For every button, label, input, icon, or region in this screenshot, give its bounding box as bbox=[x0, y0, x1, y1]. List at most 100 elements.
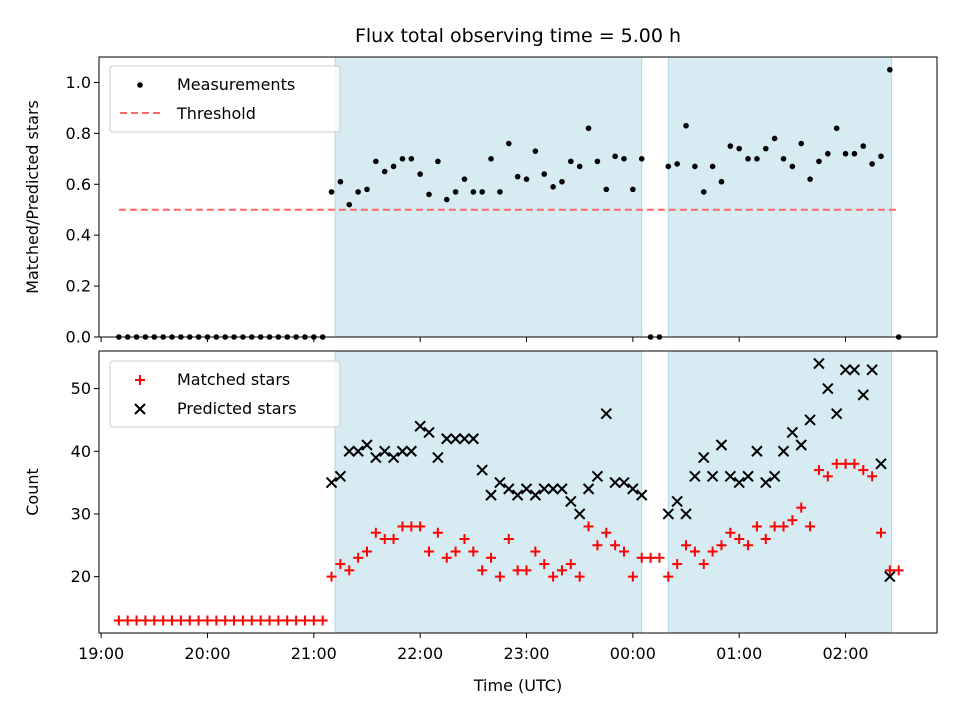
measurement-point bbox=[505, 140, 512, 147]
predicted-stars-point bbox=[387, 451, 400, 464]
measurement-point bbox=[514, 173, 521, 180]
matched-stars-point bbox=[530, 546, 541, 557]
predicted-stars-point bbox=[423, 426, 435, 439]
measurement-point bbox=[842, 150, 849, 157]
legend-box bbox=[109, 65, 341, 133]
matched-stars-point bbox=[158, 615, 169, 626]
matched-stars-point bbox=[867, 471, 878, 482]
matched-stars-point bbox=[299, 615, 310, 626]
predicted-stars-legend-label: Predicted stars bbox=[177, 399, 297, 418]
measurement-point bbox=[373, 158, 379, 165]
predicted-stars-point bbox=[875, 458, 887, 470]
predicted-stars-point bbox=[467, 433, 480, 445]
measurement-point bbox=[878, 153, 884, 160]
legend-box bbox=[109, 360, 341, 428]
measurement-point bbox=[426, 191, 432, 198]
predicted-stars-point bbox=[476, 464, 488, 476]
matched-stars-point bbox=[512, 565, 523, 576]
matched-stars-point bbox=[548, 571, 559, 582]
matched-stars-point bbox=[167, 615, 178, 626]
matched-stars-point bbox=[459, 534, 470, 544]
measurement-point bbox=[532, 148, 539, 154]
predicted-stars-point bbox=[848, 364, 861, 376]
measurement-point bbox=[585, 125, 592, 132]
matched-stars-point bbox=[229, 615, 240, 626]
predicted-stars-point bbox=[742, 470, 754, 483]
predicted-stars-point bbox=[538, 483, 550, 495]
matched-stars-point bbox=[787, 515, 798, 526]
measurement-point bbox=[452, 189, 459, 195]
measurement-point bbox=[328, 189, 335, 195]
ratio-marks bbox=[116, 66, 902, 340]
matched-stars-point bbox=[237, 615, 248, 626]
matched-stars-point bbox=[539, 559, 550, 570]
predicted-stars-point bbox=[618, 476, 630, 489]
measurement-point bbox=[355, 189, 361, 195]
measurement-point bbox=[443, 196, 450, 203]
measurement-point bbox=[754, 156, 760, 162]
predicted-stars-point bbox=[777, 445, 790, 457]
matched-stars-point bbox=[751, 521, 762, 532]
predicted-stars-point bbox=[414, 420, 426, 432]
y-tick-label: 1.0 bbox=[66, 73, 91, 92]
matched-stars-point bbox=[140, 615, 151, 626]
matched-stars-point bbox=[477, 565, 488, 576]
measurement-point bbox=[568, 158, 574, 165]
x-tick-label: 00:00 bbox=[610, 644, 656, 663]
matched-stars-point bbox=[335, 559, 346, 570]
matched-stars-point bbox=[308, 615, 319, 626]
predicted-stars-point bbox=[520, 483, 533, 495]
matched-stars-point bbox=[583, 521, 594, 532]
measurement-point bbox=[541, 171, 548, 177]
matched-stars-point bbox=[175, 615, 186, 626]
matched-stars-point bbox=[193, 615, 204, 626]
matched-stars-point bbox=[202, 615, 213, 626]
matched-stars-point bbox=[884, 565, 895, 576]
matched-stars-point bbox=[521, 565, 532, 576]
predicted-stars-point bbox=[751, 445, 763, 457]
predicted-stars-point bbox=[636, 489, 648, 501]
matched-stars-point bbox=[778, 521, 789, 532]
measurement-point bbox=[576, 163, 583, 170]
measurements-legend-label: Measurements bbox=[177, 75, 295, 94]
predicted-stars-point bbox=[795, 439, 807, 451]
ratio-panel: 0.0 0.2 0.4 0.6 0.8 1.0 Matched/Predicted sta… bbox=[23, 56, 938, 347]
matched-stars-point bbox=[672, 559, 683, 570]
matched-stars-legend-marker bbox=[135, 375, 145, 385]
y-tick-label: 0.6 bbox=[66, 175, 91, 194]
predicted-stars-point bbox=[698, 451, 710, 464]
measurement-point bbox=[479, 189, 485, 195]
predicted-stars-point bbox=[565, 495, 577, 508]
measurement-point bbox=[860, 143, 867, 149]
predicted-stars-point bbox=[768, 470, 781, 483]
predicted-stars-point bbox=[361, 439, 373, 451]
matched-stars-point bbox=[760, 534, 771, 544]
x-axis-ticks: 19:00 20:00 21:00 22:00 23:00 00:00 01:00 02:00 bbox=[78, 633, 869, 663]
predicted-stars-point bbox=[441, 433, 453, 445]
y-axis-label: Count bbox=[23, 468, 42, 516]
x-tick-label: 02:00 bbox=[822, 644, 868, 663]
predicted-stars-point bbox=[830, 407, 843, 420]
matched-stars-point bbox=[379, 534, 390, 544]
matched-stars-point bbox=[831, 458, 842, 469]
predicted-stars-point bbox=[839, 364, 852, 376]
measurement-point bbox=[638, 156, 645, 162]
matched-stars-point bbox=[716, 540, 727, 551]
measurement-point bbox=[869, 161, 875, 167]
matched-stars-point bbox=[246, 615, 257, 626]
matched-stars-point bbox=[441, 552, 452, 563]
measurement-point bbox=[727, 143, 734, 149]
matched-stars-legend-label: Matched stars bbox=[177, 370, 290, 389]
predicted-stars-point bbox=[379, 445, 391, 457]
y-tick-label: 50 bbox=[71, 379, 91, 398]
measurement-point bbox=[523, 176, 530, 182]
measurement-point bbox=[550, 184, 556, 190]
predicted-stars-point bbox=[627, 483, 639, 495]
matched-stars-point bbox=[361, 546, 372, 557]
measurement-point bbox=[816, 158, 822, 165]
measurement-point bbox=[745, 156, 751, 162]
matched-stars-point bbox=[113, 615, 124, 626]
measurement-point bbox=[346, 201, 353, 208]
predicted-stars-point bbox=[396, 445, 409, 457]
matched-stars-point bbox=[689, 546, 700, 557]
